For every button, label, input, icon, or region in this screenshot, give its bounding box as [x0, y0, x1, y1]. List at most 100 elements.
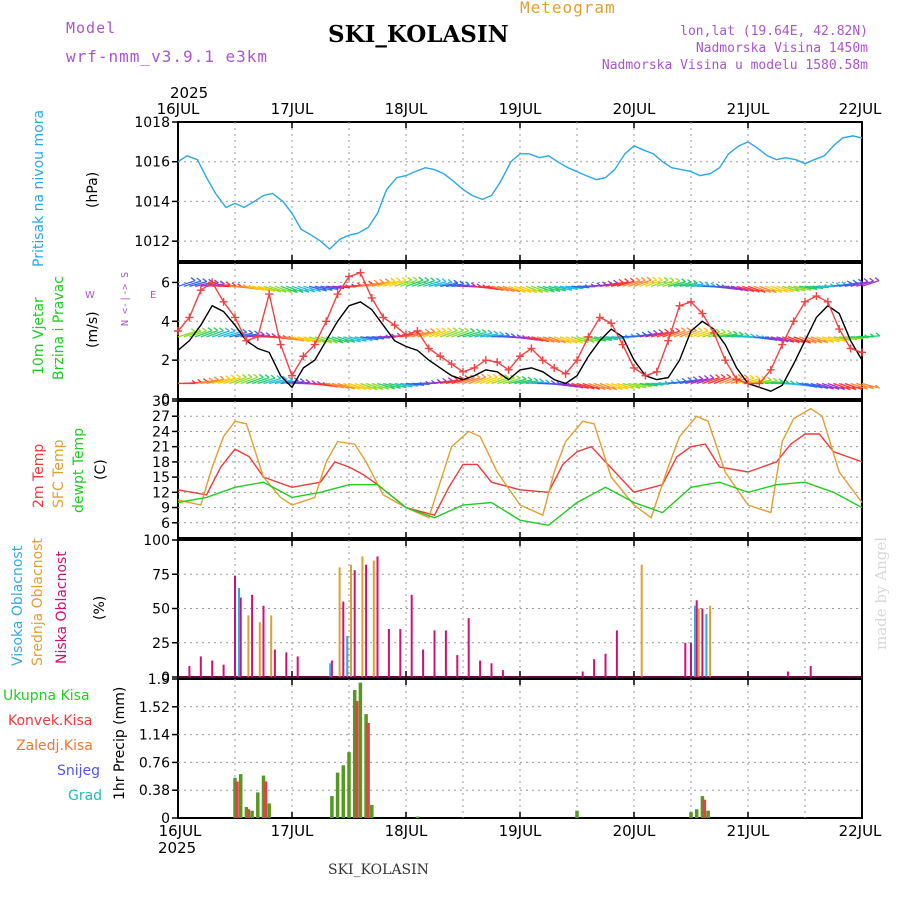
- wind-arrow: [354, 382, 372, 391]
- wind-arrow: [457, 330, 475, 338]
- wind-arrow: [525, 285, 543, 294]
- wind-arrow: [725, 285, 743, 291]
- wind-arrow-head: [419, 329, 424, 334]
- gust-marker: [333, 290, 342, 299]
- wind-arrow-head: [424, 276, 430, 281]
- wind-arrow: [605, 382, 623, 391]
- time-label-top-4: 20JUL: [613, 100, 656, 118]
- wind-arrow: [497, 285, 515, 293]
- wind-arrow: [747, 285, 766, 293]
- wind-arrow: [263, 285, 281, 293]
- wind-arrow: [326, 382, 344, 389]
- wind-arrow-head: [231, 282, 237, 287]
- wind-arrow-head: [744, 332, 750, 337]
- wind-arrow-head: [527, 376, 533, 381]
- time-label-bottom-4: 20JUL: [613, 822, 656, 840]
- bar-srednja-oblacnost: [258, 622, 261, 677]
- wind-arrow: [605, 336, 624, 340]
- wind-arrow: [799, 285, 818, 290]
- wind-arrow: [428, 330, 446, 338]
- y-tick-label: 75: [152, 567, 170, 583]
- wind-arrow-head: [863, 278, 869, 283]
- wind-arrow: [850, 382, 868, 390]
- wind-arrow: [553, 336, 572, 344]
- wind-arrow: [354, 336, 373, 342]
- wind-arrow-head: [698, 280, 704, 285]
- wind-arrow: [428, 281, 447, 287]
- wind-arrow-head: [201, 327, 207, 332]
- wind-arrow-head: [783, 288, 789, 293]
- y-tick-label: 15: [152, 470, 170, 486]
- wind-arrow-head: [367, 386, 373, 391]
- wind-arrow-head: [612, 386, 618, 391]
- wind-arrow-head: [544, 379, 550, 384]
- bar-niska-oblacnost: [479, 660, 482, 677]
- wind-arrow: [366, 336, 385, 340]
- wind-arrow: [445, 378, 464, 385]
- time-label-top-3: 19JUL: [499, 100, 542, 118]
- wind-arrow-head: [458, 375, 464, 380]
- gust-marker: [413, 327, 422, 335]
- bar-ukupna-kisa: [700, 796, 705, 818]
- y-tick-label: 0: [161, 392, 170, 408]
- time-label-top-6: 22JUL: [839, 100, 882, 118]
- wind-arrow: [439, 330, 458, 338]
- wind-arrow: [451, 377, 470, 385]
- wind-arrow-head: [504, 374, 509, 379]
- wind-arrow: [223, 331, 242, 338]
- wind-arrow-head: [447, 278, 453, 283]
- y-tick-label: 0.38: [139, 783, 170, 799]
- wind-arrow-head: [214, 376, 219, 381]
- wind-arrow-head: [578, 339, 583, 344]
- wind-arrow-head: [606, 386, 612, 391]
- wind-arrow: [440, 379, 458, 385]
- bar-niska-oblacnost: [399, 629, 402, 677]
- wind-arrow: [827, 382, 845, 391]
- wind-arrow: [645, 279, 663, 287]
- wind-arrow: [611, 281, 629, 287]
- bar-visoka-oblacnost: [238, 587, 240, 677]
- wind-arrow: [861, 382, 880, 389]
- wind-arrow: [177, 280, 196, 287]
- wind-arrow: [565, 382, 584, 389]
- wind-arrow: [685, 283, 704, 287]
- wind-arrow: [274, 285, 293, 294]
- wind-arrow: [383, 382, 401, 389]
- wind-arrow: [269, 378, 287, 385]
- bar-ukupna-kisa: [335, 772, 340, 818]
- bar-ukupna-kisa: [370, 804, 374, 818]
- wind-arrow-head: [276, 375, 282, 380]
- gust-marker: [641, 371, 650, 380]
- wind-arrow: [303, 285, 321, 293]
- wind-arrow-head: [687, 377, 693, 382]
- wind-arrow-head: [202, 278, 208, 283]
- wind-arrow: [662, 280, 680, 287]
- wind-arrow-head: [858, 278, 863, 283]
- wind-arrow-head: [435, 277, 441, 282]
- wind-arrow: [206, 330, 224, 338]
- wind-arrow-head: [368, 280, 373, 285]
- wind-arrow: [810, 336, 828, 344]
- wind-arrow: [462, 331, 481, 338]
- wind-arrow: [793, 285, 812, 291]
- wind-arrow-head: [732, 330, 738, 335]
- wind-arrow-head: [447, 327, 452, 332]
- wind-arrow: [445, 283, 464, 287]
- wind-arrow: [616, 280, 635, 287]
- wind-arrow: [724, 376, 743, 385]
- wind-arrow: [713, 332, 732, 338]
- wind-arrow: [559, 285, 578, 291]
- y-tick-label: 0: [161, 670, 170, 686]
- gust-marker: [664, 336, 673, 345]
- wind-arrow: [787, 285, 806, 292]
- gust-marker: [812, 292, 821, 301]
- wind-arrow: [685, 330, 703, 338]
- bar-konvek-kisa: [246, 809, 251, 818]
- wind-arrow: [417, 280, 435, 287]
- wind-arrow-head: [310, 288, 316, 293]
- bar-niska-oblacnost: [222, 664, 225, 677]
- bar-ukupna-kisa: [267, 803, 271, 818]
- time-label-bottom-3: 19JUL: [499, 822, 542, 840]
- wind-arrow: [667, 330, 686, 338]
- wind-arrow-head: [384, 278, 390, 283]
